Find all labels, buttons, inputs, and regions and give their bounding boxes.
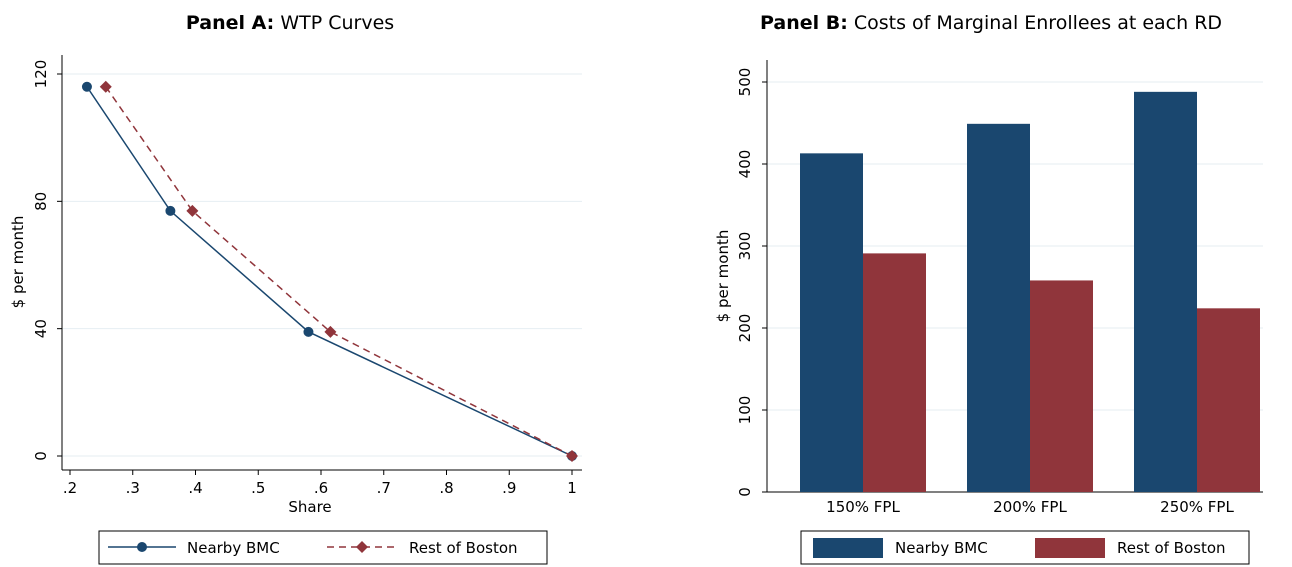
panel-a-y-tick-label: 0 bbox=[32, 451, 50, 461]
panel-a-x-tick-label: .7 bbox=[377, 479, 391, 497]
panel-b-bar bbox=[1197, 308, 1260, 492]
panel-a-series bbox=[81, 80, 578, 462]
panel-b-title-text: Costs of Marginal Enrollees at each RD bbox=[854, 12, 1222, 34]
panel-a-x-tick-label: .8 bbox=[439, 479, 453, 497]
panel-a-y-ticks: 0 40 80 120 bbox=[32, 60, 62, 461]
panel-a-y-axis-label: $ per month bbox=[9, 216, 27, 309]
panel-b-y-axis-label: $ per month bbox=[714, 230, 732, 323]
panel-a-point-1 bbox=[324, 325, 337, 338]
panel-b-x-tick-label: 150% FPL bbox=[826, 498, 900, 516]
panel-b-bar bbox=[800, 153, 863, 492]
panel-b-y-tick-label: 500 bbox=[736, 68, 754, 97]
panel-b-label: Panel B: bbox=[760, 12, 848, 34]
panel-a-gridlines bbox=[62, 73, 582, 457]
panel-b-bars bbox=[800, 91, 1260, 492]
panel-b-legend-label-nearby: Nearby BMC bbox=[895, 539, 988, 557]
panel-a-x-tick-label: 1 bbox=[567, 479, 577, 497]
panel-a-y-tick-label: 120 bbox=[32, 60, 50, 89]
panel-a-x-axis-label: Share bbox=[288, 498, 331, 516]
panel-b-legend-swatch-nearby bbox=[813, 538, 883, 558]
panel-a-point-1 bbox=[99, 80, 112, 93]
panel-a-point-0 bbox=[303, 326, 314, 337]
panel-a-legend-marker-nearby bbox=[137, 542, 147, 552]
panel-b-bar bbox=[1030, 280, 1093, 492]
panel-a-series-line-0 bbox=[86, 86, 573, 457]
panel-b-legend: Nearby BMC Rest of Boston bbox=[800, 530, 1250, 565]
panel-b-y-tick-label: 400 bbox=[736, 150, 754, 179]
panel-b-y-tick-label: 300 bbox=[736, 232, 754, 261]
panel-b-y-tick-label: 200 bbox=[736, 314, 754, 343]
panel-a-title-text: WTP Curves bbox=[280, 12, 394, 34]
panel-b-bar bbox=[863, 253, 926, 492]
panel-a-legend-label-rest: Rest of Boston bbox=[409, 539, 518, 557]
panel-a: Panel A: WTP Curves 0 40 80 120 .2 .3 .4 .5 .6.… bbox=[9, 12, 582, 565]
panel-b-y-tick-label: 100 bbox=[736, 396, 754, 425]
panel-b-x-ticks: 150% FPL 200% FPL 250% FPL bbox=[826, 498, 1234, 516]
panel-a-x-tick-label: .5 bbox=[251, 479, 265, 497]
panel-b-legend-label-rest: Rest of Boston bbox=[1117, 539, 1226, 557]
panel-b-legend-swatch-rest bbox=[1035, 538, 1105, 558]
panel-a-label: Panel A: bbox=[186, 12, 274, 34]
panel-a-legend-label-nearby: Nearby BMC bbox=[187, 539, 280, 557]
panel-a-title: Panel A: WTP Curves bbox=[186, 12, 394, 34]
panel-a-x-tick-label: .6 bbox=[314, 479, 328, 497]
panel-a-series-line-1 bbox=[105, 86, 573, 457]
panel-b-y-ticks: 0 100 200 300 400 500 bbox=[736, 68, 767, 497]
panel-a-x-tick-label: .2 bbox=[63, 479, 77, 497]
panel-b-x-tick-label: 250% FPL bbox=[1160, 498, 1234, 516]
panel-a-point-0 bbox=[165, 205, 176, 216]
panel-b-bar bbox=[967, 123, 1030, 492]
panel-b-y-tick-label: 0 bbox=[736, 487, 754, 497]
panel-a-point-0 bbox=[81, 81, 92, 92]
panel-a-x-ticks: .2 .3 .4 .5 .6 .7 .8 .9 1 bbox=[63, 470, 577, 497]
panel-b-x-tick-label: 200% FPL bbox=[993, 498, 1067, 516]
panel-a-point-1 bbox=[186, 204, 199, 217]
panel-b-bar bbox=[1134, 91, 1197, 492]
panel-a-legend-marker-rest bbox=[356, 541, 368, 553]
panel-a-y-tick-label: 80 bbox=[32, 192, 50, 211]
panel-a-x-tick-label: .4 bbox=[188, 479, 202, 497]
panel-a-x-tick-label: .9 bbox=[502, 479, 516, 497]
panel-a-x-tick-label: .3 bbox=[126, 479, 140, 497]
panel-a-point-1 bbox=[566, 450, 578, 462]
panel-a-legend: Nearby BMC Rest of Boston bbox=[98, 530, 548, 565]
panel-b-title: Panel B: Costs of Marginal Enrollees at … bbox=[760, 12, 1222, 34]
panel-a-y-tick-label: 40 bbox=[32, 319, 50, 338]
panel-b: Panel B: Costs of Marginal Enrollees at … bbox=[714, 12, 1263, 565]
